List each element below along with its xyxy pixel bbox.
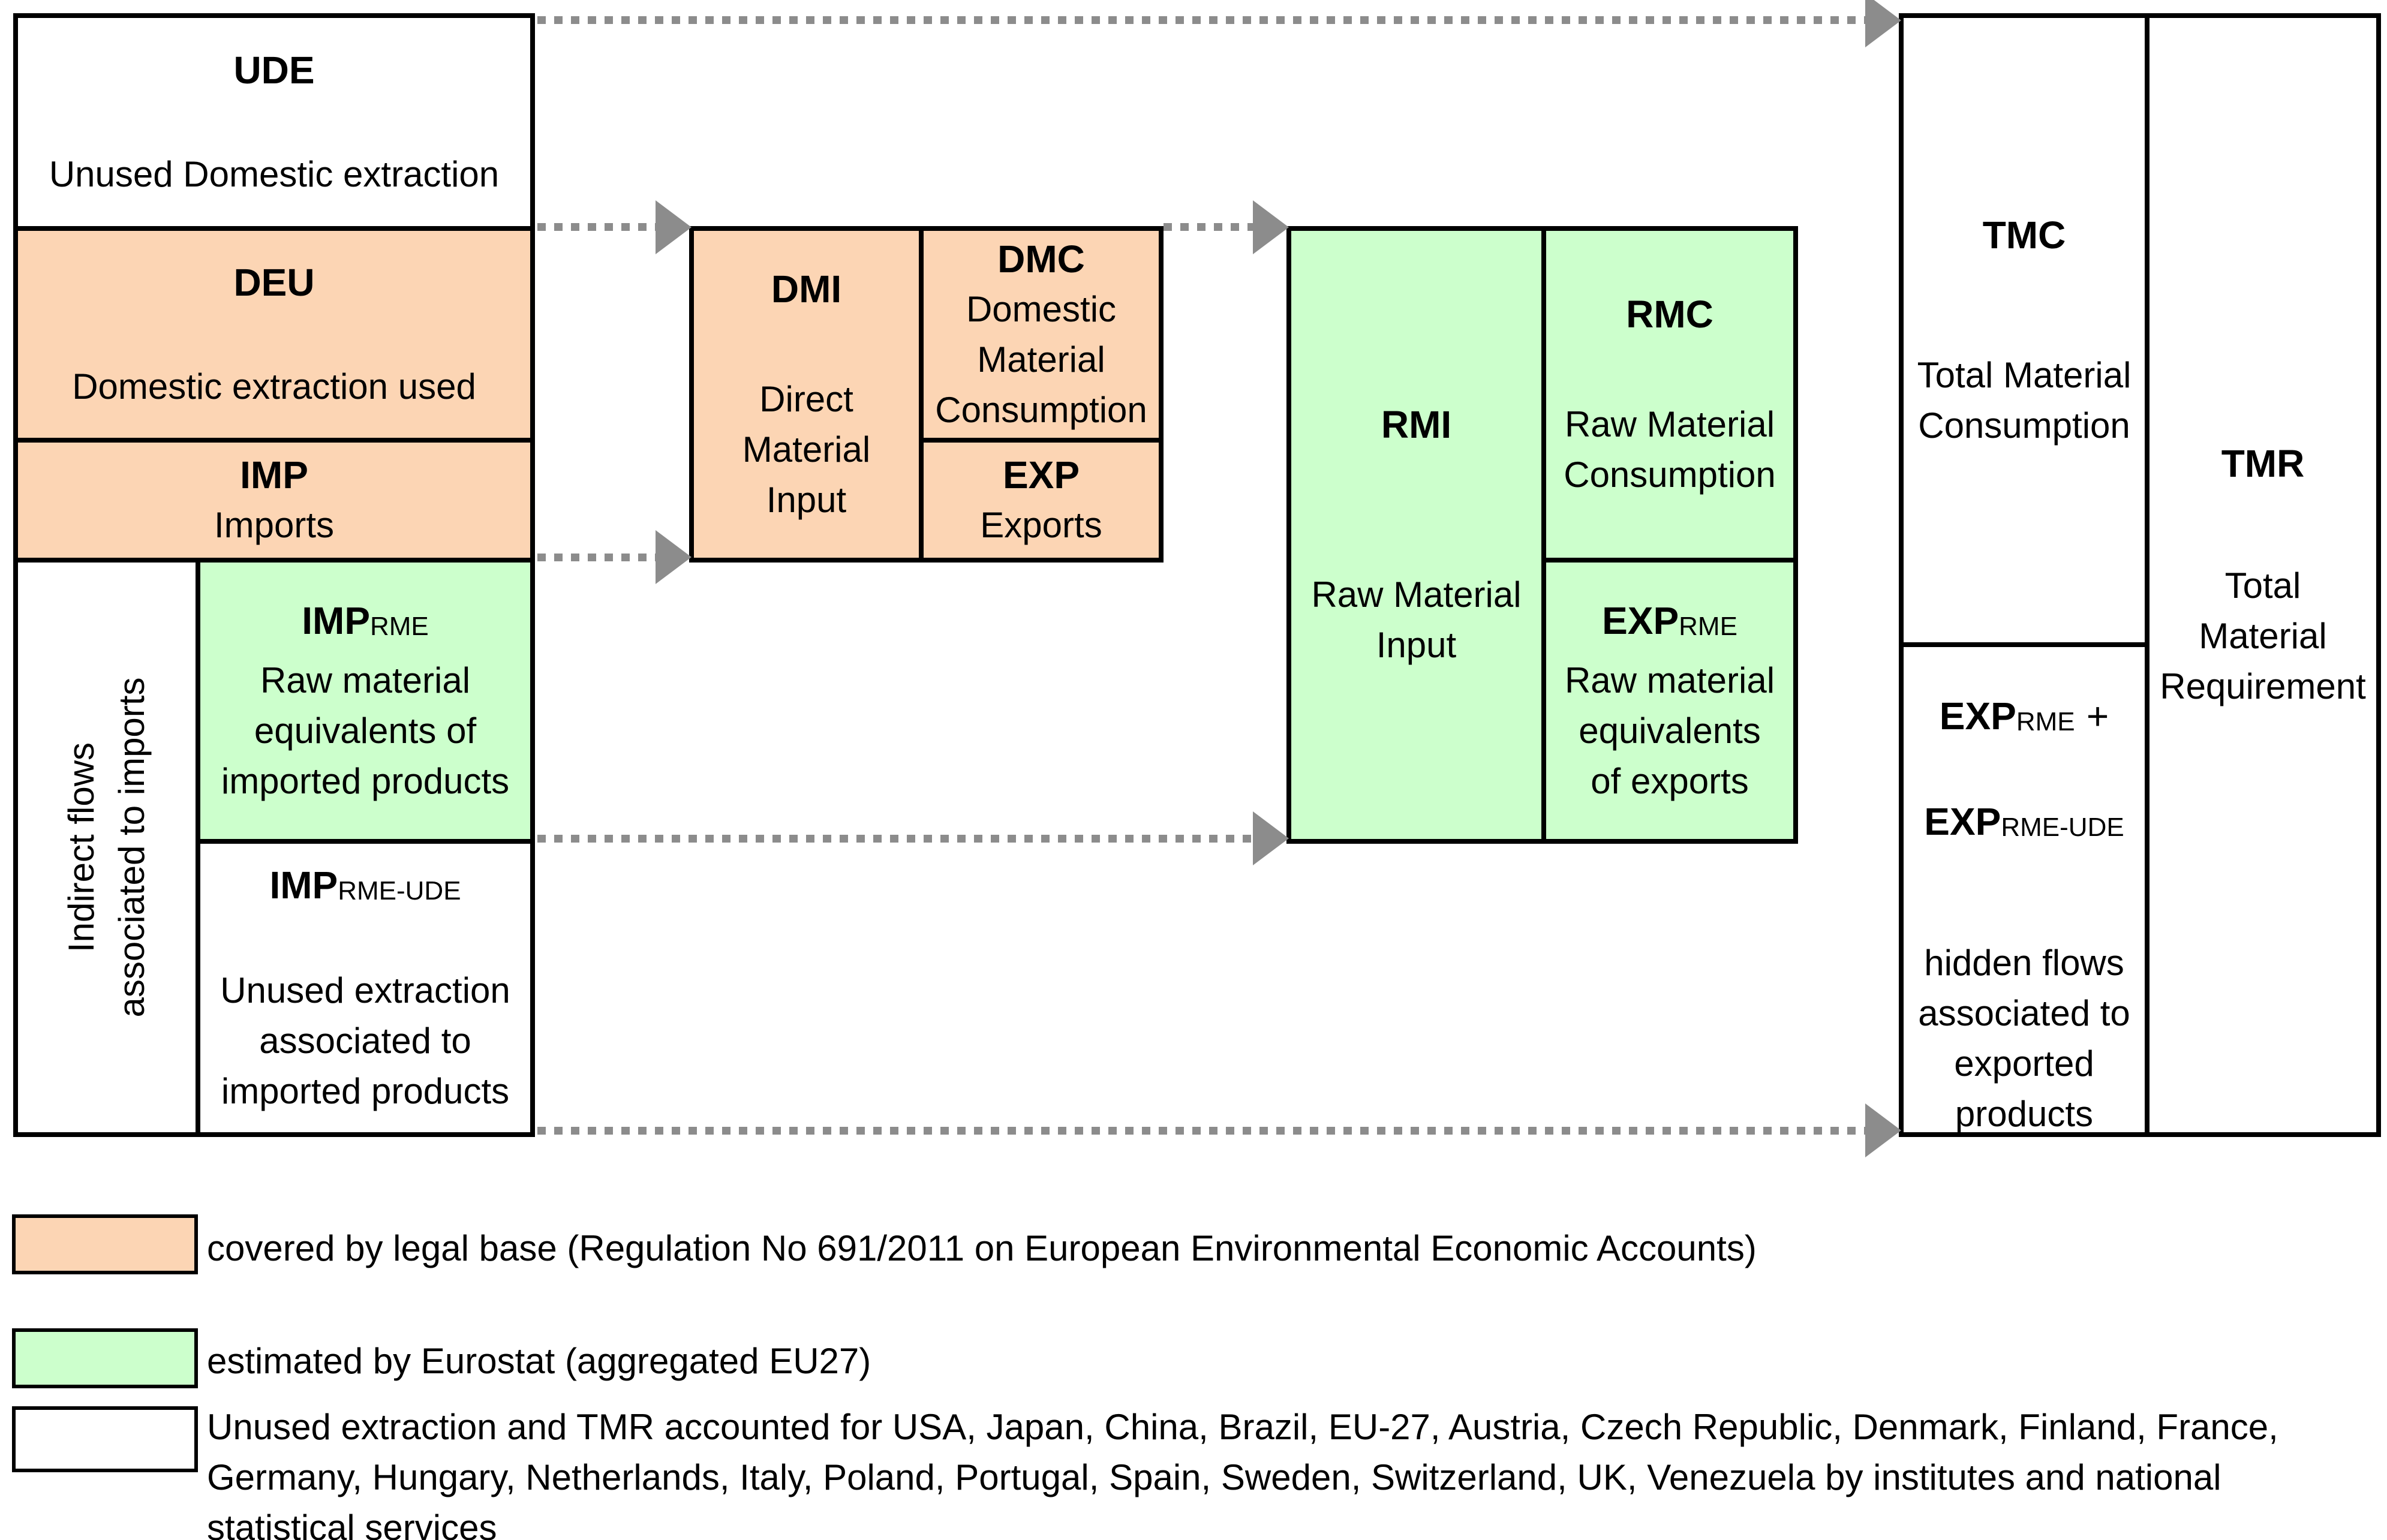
- arrow-line-ude-to-tmc: [537, 16, 1865, 24]
- deu-description: Domestic extraction used: [72, 366, 476, 407]
- box-ude: UDE Unused Domestic extraction: [16, 16, 533, 228]
- imp-rme-acronym: IMPRME: [302, 598, 429, 642]
- deu-acronym: DEU: [233, 260, 315, 304]
- arrowhead-bottom-to-tmc: [1865, 1103, 1901, 1157]
- rmc-description: Raw Material Consumption: [1564, 404, 1776, 495]
- ude-description: Unused Domestic extraction: [49, 154, 500, 194]
- box-deu: DEU Domestic extraction used: [16, 228, 533, 440]
- arrow-line-imp-to-dmi-bottom: [537, 554, 656, 561]
- tmc-hidden-title: EXPRME + EXPRME-UDE: [1924, 694, 2124, 843]
- box-dmi: DMI Direct Material Input: [692, 228, 921, 560]
- tmc-hidden-description: hidden flows associated to exported prod…: [1918, 942, 2130, 1134]
- legend-text-unused-tmr: Unused extraction and TMR accounted for …: [207, 1407, 2278, 1540]
- imp-rme-description: Raw material equivalents of imported pro…: [221, 660, 510, 801]
- imp-rme-ude-description: Unused extraction associated to imported…: [220, 970, 510, 1111]
- arrow-line-bottom-to-tmc: [537, 1127, 1865, 1135]
- ude-acronym: UDE: [233, 48, 315, 92]
- tmc-description: Total Material Consumption: [1917, 354, 2132, 446]
- dmc-description: Domestic Material Consumption: [935, 288, 1147, 430]
- exp-rme-description: Raw material equivalents of exports: [1564, 660, 1775, 801]
- exp-acronym: EXP: [1002, 453, 1080, 497]
- box-imp-rme: IMPRME Raw material equivalents of impor…: [198, 560, 533, 841]
- box-tmc: TMC Total Material Consumption: [1901, 16, 2147, 645]
- tmc-acronym: TMC: [1982, 213, 2066, 257]
- arrowhead-ude-to-tmc: [1865, 0, 1901, 47]
- tmr-description: Total Material Requirement: [2160, 566, 2366, 706]
- exp-description: Exports: [980, 505, 1102, 545]
- box-exp-rme: EXPRME Raw material equivalents of expor…: [1544, 560, 1796, 841]
- dmc-acronym: DMC: [997, 237, 1085, 281]
- box-imp: IMP Imports: [16, 440, 533, 560]
- rmc-acronym: RMC: [1626, 292, 1713, 336]
- arrowhead-imp-rme-to-rmi-bottom: [1253, 811, 1289, 865]
- legend-text-legal-base: covered by legal base (Regulation No 691…: [207, 1228, 1757, 1268]
- box-dmc: DMC Domestic Material Consumption: [921, 228, 1161, 440]
- indirect-flows-label: Indirect flows associated to imports: [61, 677, 152, 1018]
- arrow-line-dmc-to-rmi: [1164, 223, 1253, 231]
- rmi-description: Raw Material Input: [1311, 575, 1522, 665]
- cell-indirect-flows: Indirect flows associated to imports: [16, 560, 198, 1135]
- imp-rme-ude-acronym: IMPRME-UDE: [269, 863, 461, 907]
- imp-description: Imports: [214, 505, 335, 545]
- box-tmc-hidden-flows: EXPRME + EXPRME-UDE hidden flows associat…: [1901, 645, 2147, 1135]
- tmr-acronym: TMR: [2221, 442, 2305, 485]
- exp-rme-acronym: EXPRME: [1602, 598, 1737, 642]
- box-exp: EXP Exports: [921, 440, 1161, 560]
- arrow-line-deu-to-dmi: [537, 223, 656, 231]
- rmi-acronym: RMI: [1381, 403, 1452, 446]
- legend-swatch-eurostat: [12, 1328, 198, 1388]
- arrowhead-deu-to-dmi: [656, 200, 692, 254]
- box-rmi: RMI Raw Material Input: [1289, 228, 1544, 841]
- arrow-line-imp-rme-to-rmi-bottom: [537, 835, 1253, 843]
- dmi-acronym: DMI: [771, 267, 842, 311]
- box-tmr: TMR Total Material Requirement: [2147, 16, 2379, 1135]
- dmi-description: Direct Material Input: [742, 378, 871, 520]
- legend-text-eurostat: estimated by Eurostat (aggregated EU27): [207, 1341, 871, 1381]
- legend-swatch-unused-tmr: [12, 1406, 198, 1472]
- box-rmc: RMC Raw Material Consumption: [1544, 228, 1796, 560]
- arrowhead-dmc-to-rmi: [1253, 200, 1289, 254]
- imp-acronym: IMP: [240, 453, 308, 497]
- arrowhead-imp-to-dmi-bottom: [656, 530, 692, 584]
- box-imp-rme-ude: IMPRME-UDE Unused extraction associated …: [198, 841, 533, 1135]
- legend-swatch-legal-base: [12, 1214, 198, 1274]
